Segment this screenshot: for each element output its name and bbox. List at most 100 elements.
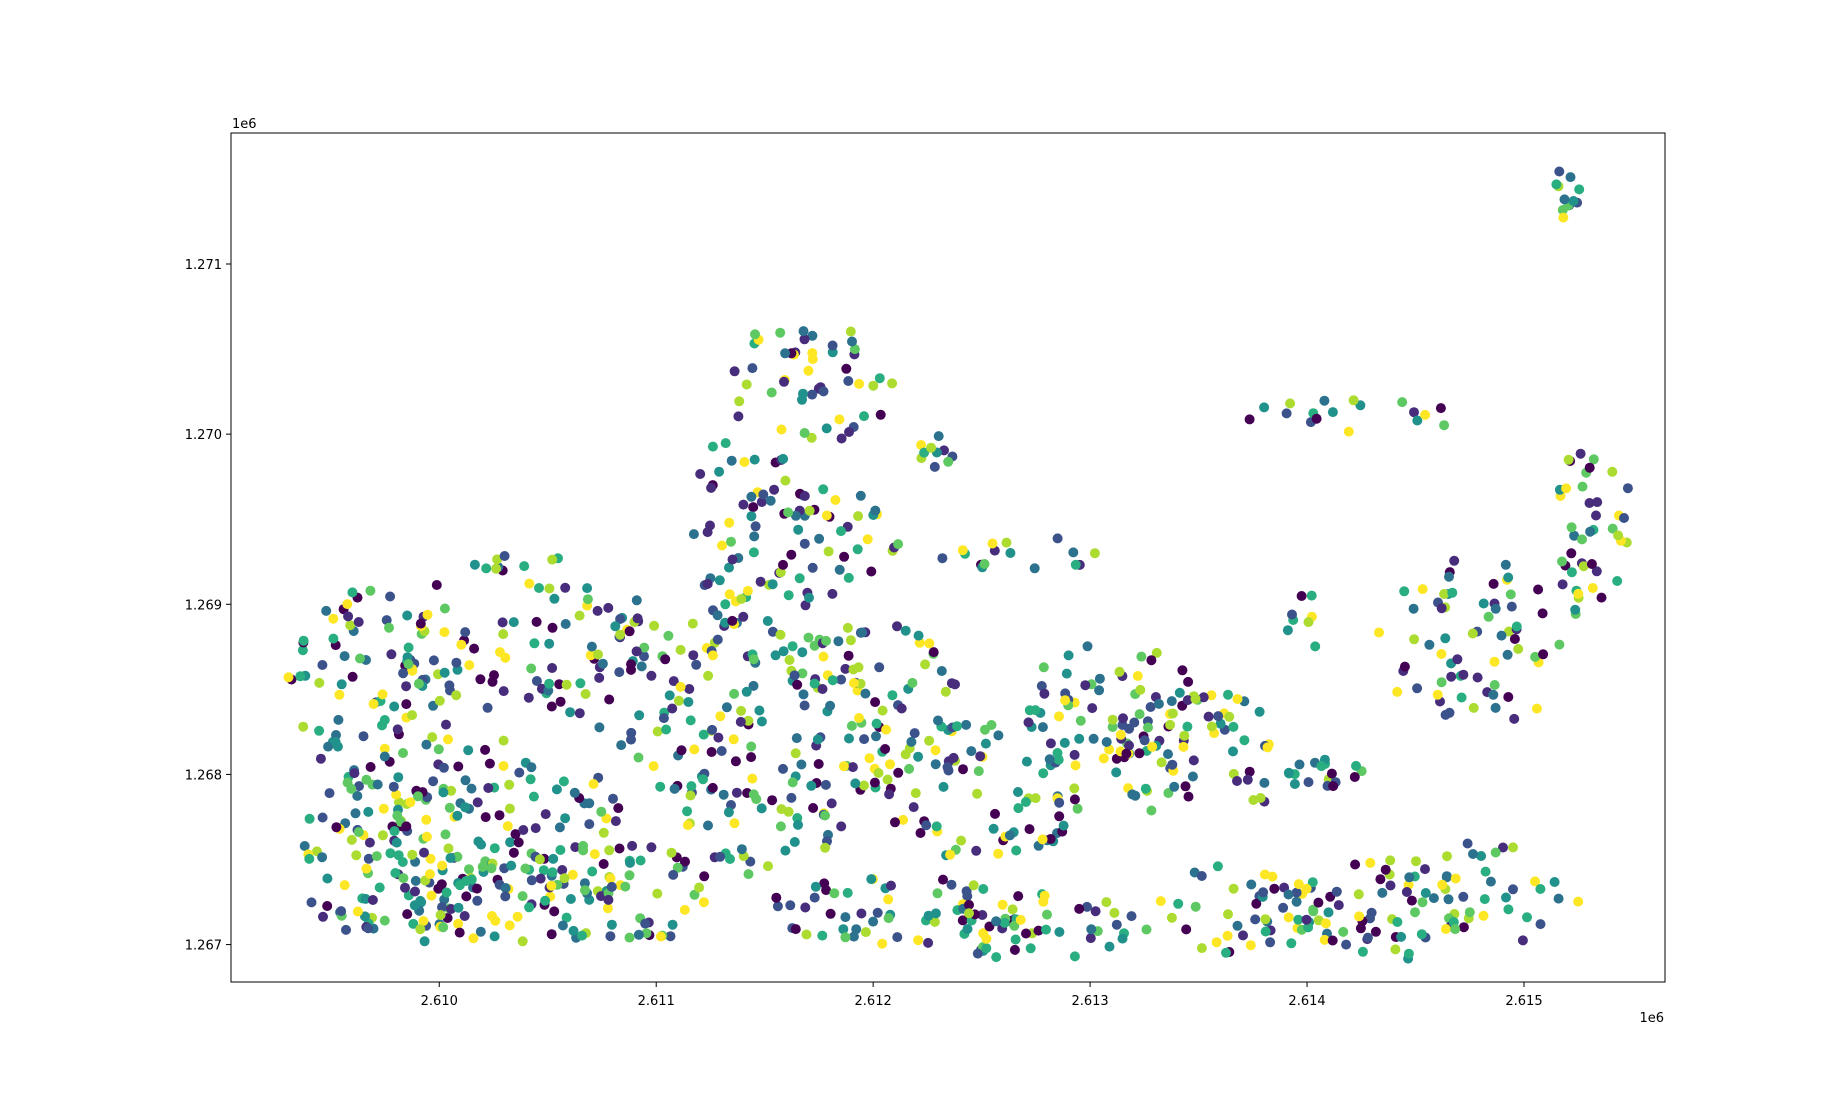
scatter-point <box>706 747 717 757</box>
scatter-point <box>1396 931 1407 942</box>
scatter-point <box>614 843 625 854</box>
scatter-point <box>1010 934 1021 945</box>
scatter-point <box>957 545 968 556</box>
scatter-point <box>1508 884 1518 895</box>
scatter-point <box>1570 604 1581 615</box>
scatter-point <box>844 427 854 437</box>
scatter-point <box>499 551 510 561</box>
scatter-point <box>1490 847 1501 858</box>
scatter-point <box>401 699 412 710</box>
scatter-point <box>1489 656 1500 667</box>
scatter-point <box>712 610 723 621</box>
scatter-point <box>1291 896 1302 907</box>
scatter-point <box>1180 781 1191 792</box>
scatter-point <box>582 583 593 594</box>
scatter-point <box>639 642 650 653</box>
scatter-point <box>1228 746 1238 757</box>
scatter-point <box>1136 651 1147 662</box>
scatter-point <box>685 790 696 801</box>
scatter-point <box>940 686 951 697</box>
scatter-point <box>594 722 605 733</box>
scatter-point <box>1196 943 1207 954</box>
scatter-point <box>741 379 752 390</box>
scatter-point <box>1052 748 1063 758</box>
scatter-point <box>1212 861 1223 872</box>
scatter-point <box>809 640 820 651</box>
scatter-point <box>1503 572 1514 583</box>
scatter-point <box>298 635 309 646</box>
scatter-point <box>1262 742 1273 753</box>
scatter-point <box>1260 914 1271 925</box>
scatter-point <box>584 819 595 830</box>
scatter-point <box>360 911 370 922</box>
scatter-point <box>1259 869 1270 880</box>
scatter-point <box>1505 589 1516 600</box>
scatter-point <box>775 629 786 640</box>
scatter-point <box>1554 166 1565 177</box>
scatter-point <box>596 891 606 902</box>
scatter-point <box>834 564 845 575</box>
scatter-point <box>746 741 757 752</box>
scatter-point <box>797 394 807 405</box>
scatter-point <box>664 690 675 701</box>
scatter-point <box>833 636 844 647</box>
scatter-point <box>520 863 531 874</box>
scatter-point <box>1328 781 1339 792</box>
scatter-point <box>873 768 884 778</box>
scatter-point <box>555 845 566 855</box>
scatter-point <box>898 814 909 825</box>
scatter-point <box>684 684 695 694</box>
scatter-point <box>880 744 891 754</box>
scatter-point <box>1025 943 1036 954</box>
scatter-point <box>950 679 960 690</box>
scatter-point <box>295 671 306 682</box>
scatter-point <box>635 855 646 866</box>
scatter-point <box>1435 403 1446 414</box>
scatter-point <box>410 886 420 897</box>
scatter-point <box>371 851 382 862</box>
scatter-point <box>504 803 515 814</box>
scatter-point <box>557 865 568 875</box>
scatter-point <box>1143 722 1153 733</box>
scatter-point <box>812 734 823 745</box>
scatter-point <box>1087 703 1098 714</box>
y-tick-label: 1.268 <box>185 768 222 783</box>
scatter-point <box>1392 917 1403 927</box>
scatter-point <box>792 679 803 690</box>
scatter-point <box>1070 559 1081 570</box>
scatter-point <box>588 779 599 789</box>
scatter-point <box>1591 566 1602 577</box>
scatter-point <box>762 616 773 626</box>
scatter-point <box>328 633 339 644</box>
scatter-point <box>534 583 544 593</box>
scatter-point <box>1566 522 1577 533</box>
scatter-point <box>434 695 445 706</box>
y-offset-label: 1e6 <box>232 117 257 132</box>
scatter-point <box>783 507 794 518</box>
scatter-point <box>1350 859 1361 870</box>
scatter-point <box>377 689 388 700</box>
scatter-point <box>1537 608 1548 619</box>
scatter-point <box>1424 639 1435 650</box>
scatter-point <box>1591 510 1601 521</box>
scatter-point <box>339 880 350 891</box>
scatter-point <box>535 873 546 884</box>
scatter-point <box>443 734 453 745</box>
scatter-point <box>1182 721 1193 732</box>
scatter-point <box>1351 760 1361 771</box>
scatter-point <box>565 894 576 904</box>
scatter-point <box>632 613 643 624</box>
scatter-point <box>297 645 308 656</box>
scatter-point <box>498 761 509 771</box>
scatter-point <box>798 326 809 337</box>
scatter-point <box>346 834 357 845</box>
scatter-point <box>661 724 672 735</box>
scatter-point <box>1059 737 1070 748</box>
scatter-point <box>508 847 519 858</box>
scatter-point <box>741 686 752 697</box>
scatter-point <box>398 668 409 679</box>
scatter-point <box>1074 903 1085 914</box>
scatter-point <box>486 863 497 874</box>
scatter-point <box>1259 777 1270 788</box>
scatter-point <box>966 746 977 757</box>
